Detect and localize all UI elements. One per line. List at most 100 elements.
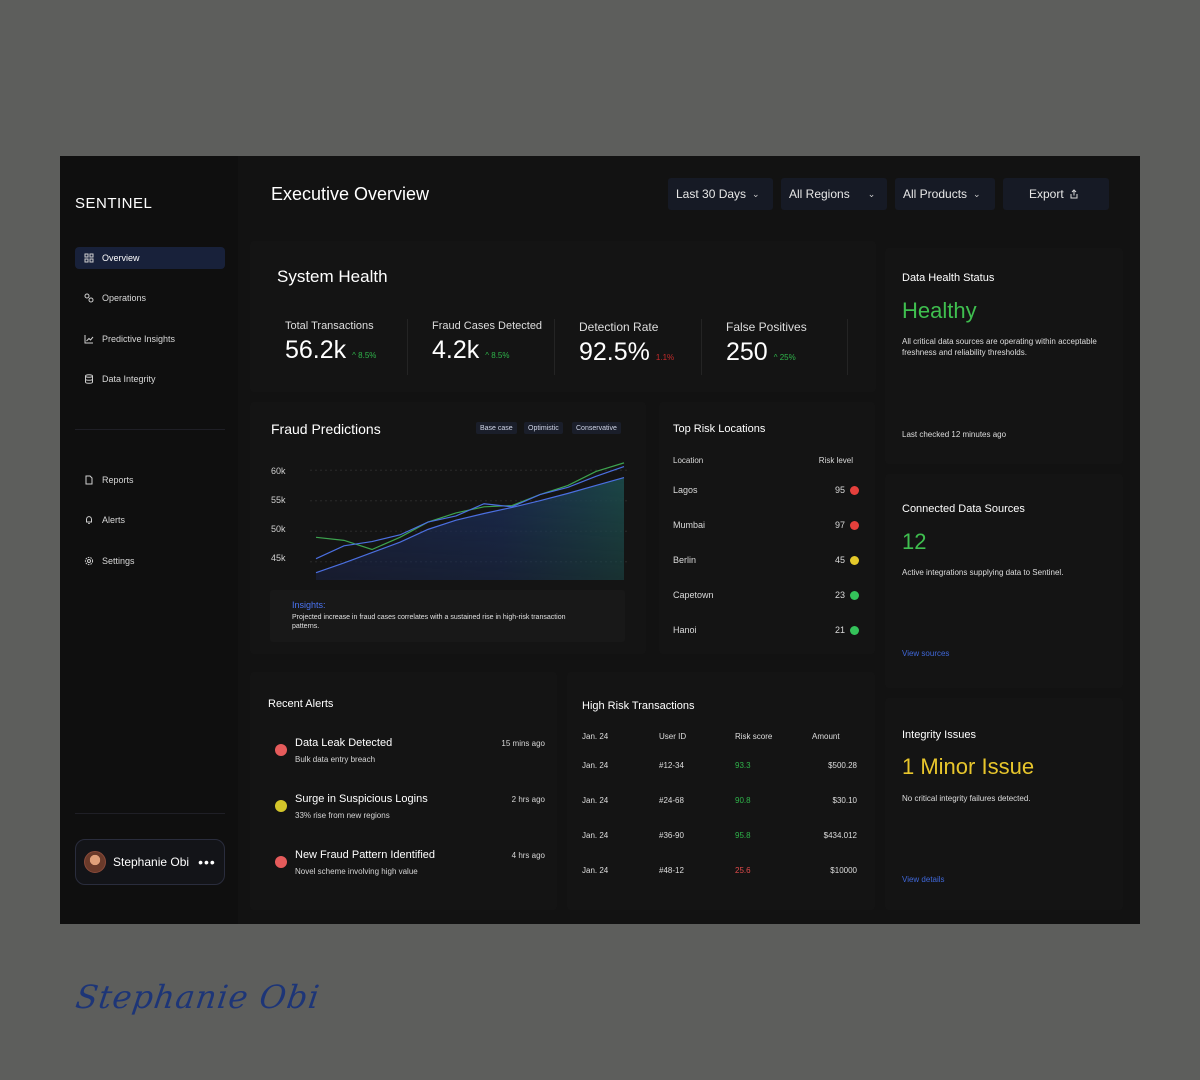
- legend-conservative[interactable]: Conservative: [572, 422, 621, 434]
- sidebar-item-alerts[interactable]: Alerts: [75, 509, 225, 531]
- avatar: [84, 851, 106, 873]
- kpi-value: 250: [726, 338, 768, 366]
- sidebar-divider: [75, 813, 225, 814]
- kpi-value: 92.5%: [579, 338, 650, 366]
- gear-icon: [84, 556, 94, 566]
- last-checked: Last checked 12 minutes ago: [902, 430, 1007, 439]
- top-risk-locations-card: Top Risk Locations Location Risk level L…: [659, 402, 875, 654]
- kpi-divider: [847, 319, 848, 375]
- alert-item[interactable]: Surge in Suspicious Logins 33% rise from…: [275, 793, 545, 833]
- legend-optimistic[interactable]: Optimistic: [524, 422, 563, 434]
- user-name: Stephanie Obi: [113, 855, 190, 869]
- kpi-value: 4.2k: [432, 336, 480, 364]
- alert-timestamp: 15 mins ago: [501, 739, 545, 748]
- insights-text: Projected increase in fraud cases correl…: [292, 614, 566, 630]
- risk-indicator-dot: [850, 521, 859, 530]
- base-case-area: [316, 477, 624, 580]
- risk-score: 23: [834, 590, 845, 600]
- high-risk-transactions-card: High Risk Transactions Jan. 24 User ID R…: [567, 672, 875, 910]
- row-user-id: #24-68: [659, 796, 684, 805]
- sidebar-item-label: Predictive Insights: [102, 334, 176, 344]
- column-header-date: Jan. 24: [582, 732, 609, 741]
- connected-sources-description: Active integrations supplying data to Se…: [902, 568, 1064, 577]
- risk-row[interactable]: Capetown 23: [673, 590, 859, 600]
- risk-location: Lagos: [673, 485, 698, 495]
- alert-timestamp: 4 hrs ago: [511, 851, 545, 860]
- integrity-issues-title: Integrity Issues: [902, 729, 976, 741]
- chevron-down-icon: ⌄: [867, 188, 876, 199]
- risk-score: 45: [834, 555, 845, 565]
- y-tick-label: 45k: [271, 553, 286, 563]
- kpi-label: Detection Rate: [579, 320, 659, 334]
- alert-title: Data Leak Detected: [295, 737, 393, 749]
- alert-status-dot: [275, 856, 287, 868]
- sidebar-item-label: Operations: [102, 293, 147, 303]
- kpi-false-positives: False Positives 250 ^ 25%: [726, 320, 874, 368]
- view-details-link[interactable]: View details: [902, 875, 945, 884]
- kpi-delta: ^ 8.5%: [485, 351, 510, 360]
- kpi-divider: [701, 319, 702, 375]
- document-icon: [84, 475, 94, 485]
- sidebar: SENTINEL Overview Operations Predictive …: [60, 156, 238, 924]
- grid-icon: [84, 253, 94, 263]
- row-risk-score: 25.6: [735, 866, 751, 875]
- sidebar-item-reports[interactable]: Reports: [75, 469, 225, 491]
- chart-icon: [84, 334, 94, 344]
- alert-description: Novel scheme involving high value: [295, 867, 418, 876]
- top-risk-title: Top Risk Locations: [673, 423, 766, 435]
- regions-filter[interactable]: All Regions ⌄: [781, 178, 887, 210]
- sidebar-item-label: Data Integrity: [102, 374, 156, 384]
- risk-location: Hanoi: [673, 625, 697, 635]
- page-title: Executive Overview: [271, 184, 430, 204]
- risk-location: Capetown: [673, 590, 714, 600]
- system-health-title: System Health: [277, 267, 388, 286]
- alert-item[interactable]: New Fraud Pattern Identified Novel schem…: [275, 849, 545, 889]
- export-button[interactable]: Export: [1003, 178, 1109, 210]
- kpi-value: 56.2k: [285, 336, 347, 364]
- sidebar-item-predictive-insights[interactable]: Predictive Insights: [75, 328, 225, 350]
- row-user-id: #12-34: [659, 761, 684, 770]
- products-filter[interactable]: All Products ⌄: [895, 178, 995, 210]
- kpi-divider: [554, 319, 555, 375]
- insights-title: Insights:: [292, 600, 326, 610]
- designer-signature: Stephanie Obi: [73, 978, 323, 1016]
- row-user-id: #36-90: [659, 831, 684, 840]
- alert-description: 33% rise from new regions: [295, 811, 390, 820]
- row-amount: $30.10: [832, 796, 857, 805]
- high-risk-title: High Risk Transactions: [582, 700, 695, 712]
- sidebar-item-settings[interactable]: Settings: [75, 550, 225, 572]
- risk-score: 97: [834, 520, 845, 530]
- column-header-location: Location: [673, 456, 704, 465]
- sidebar-item-operations[interactable]: Operations: [75, 287, 225, 309]
- view-sources-link[interactable]: View sources: [902, 649, 950, 658]
- legend-base-case[interactable]: Base case: [476, 422, 517, 434]
- export-label: Export: [1029, 187, 1064, 201]
- risk-row[interactable]: Hanoi 21: [673, 625, 859, 635]
- risk-location: Mumbai: [673, 520, 706, 530]
- recent-alerts-title: Recent Alerts: [268, 698, 334, 710]
- risk-row[interactable]: Berlin 45: [673, 555, 859, 565]
- alert-title: New Fraud Pattern Identified: [295, 849, 436, 861]
- integrity-issues-card: Integrity Issues 1 Minor Issue No critic…: [885, 698, 1123, 910]
- risk-table-header: Location Risk level: [673, 456, 859, 465]
- period-filter-label: Last 30 Days: [676, 187, 747, 201]
- products-filter-label: All Products: [903, 187, 968, 201]
- bell-icon: [84, 515, 94, 525]
- row-amount: $10000: [830, 866, 857, 875]
- more-options-icon[interactable]: •••: [198, 854, 216, 870]
- period-filter[interactable]: Last 30 Days ⌄: [668, 178, 773, 210]
- chevron-down-icon: ⌄: [973, 188, 981, 199]
- app-logo: SENTINEL: [75, 195, 153, 212]
- sidebar-item-data-integrity[interactable]: Data Integrity: [75, 368, 225, 390]
- connected-sources-card: Connected Data Sources 12 Active integra…: [885, 474, 1123, 688]
- user-profile[interactable]: Stephanie Obi •••: [75, 839, 225, 885]
- alert-item[interactable]: Data Leak Detected Bulk data entry breac…: [275, 737, 545, 777]
- risk-row[interactable]: Lagos 95: [673, 485, 859, 495]
- alert-status-dot: [275, 744, 287, 756]
- sidebar-divider: [75, 429, 225, 430]
- sidebar-item-overview[interactable]: Overview: [75, 247, 225, 269]
- risk-row[interactable]: Mumbai 97: [673, 520, 859, 530]
- y-tick-label: 60k: [271, 466, 286, 476]
- y-tick-label: 55k: [271, 495, 286, 505]
- row-user-id: #48-12: [659, 866, 684, 875]
